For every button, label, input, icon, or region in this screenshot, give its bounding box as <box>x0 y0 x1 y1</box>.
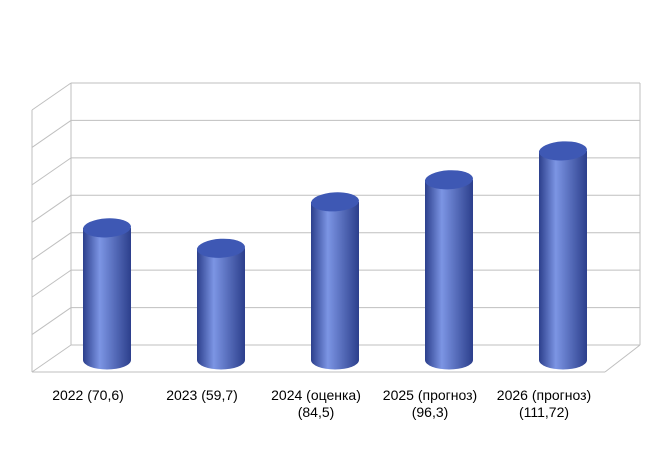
bar-body <box>83 227 131 370</box>
bar-body <box>425 179 473 370</box>
side-gridline <box>31 120 72 148</box>
bar <box>197 238 246 370</box>
bar-top <box>425 170 473 190</box>
chart-bars <box>83 141 587 370</box>
bar-body <box>197 248 246 370</box>
floor-right-edge <box>604 344 641 373</box>
x-tick-label: 2023 (59,7) <box>166 387 238 403</box>
x-axis-labels: 2022 (70,6) 2023 (59,7) 2024 (оценка) (84,5… <box>52 387 591 420</box>
side-gridline <box>31 307 72 335</box>
side-gridline <box>31 82 72 111</box>
x-tick-label: 2025 (прогноз) (96,3) <box>383 387 477 420</box>
x-tick-label: 2024 (оценка) (84,5) <box>271 387 361 420</box>
side-gridline <box>31 344 72 373</box>
side-gridline <box>31 232 72 261</box>
bar-top <box>311 192 359 212</box>
bar-top <box>83 218 131 238</box>
x-tick-label: 2026 (прогноз) (111,72) <box>497 387 591 420</box>
bar <box>83 218 131 370</box>
bar-body <box>311 201 359 370</box>
bar <box>311 192 359 370</box>
side-gridline <box>31 157 72 186</box>
bar-top <box>197 238 245 258</box>
x-tick-label: 2022 (70,6) <box>52 387 124 403</box>
bar <box>425 170 473 370</box>
bar-top <box>539 141 587 161</box>
bar <box>539 141 587 370</box>
side-gridline <box>31 194 72 223</box>
side-gridline <box>31 269 72 298</box>
bar-body <box>539 150 587 370</box>
